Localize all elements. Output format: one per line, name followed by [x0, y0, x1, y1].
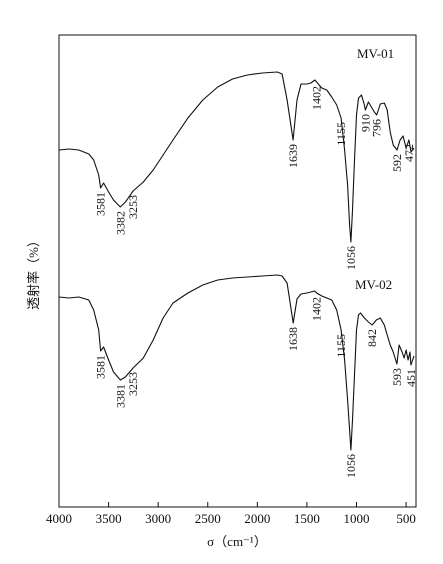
y-axis-label: 透射率（%） [26, 234, 41, 310]
x-axis-label: σ（cm⁻¹） [207, 534, 267, 549]
x-tick-label: 3500 [96, 511, 122, 526]
x-axis-tick-labels: 4000 3500 3000 2500 2000 1500 1000 500 [46, 511, 416, 526]
peak-label: 3581 [94, 355, 108, 379]
peak-label: 1402 [310, 86, 324, 110]
x-tick-label: 4000 [46, 511, 72, 526]
peak-label: 451 [404, 369, 418, 387]
peak-label: 1639 [286, 144, 300, 168]
x-axis-ticks [58, 502, 407, 507]
x-tick-label: 500 [396, 511, 416, 526]
spectrum-lines [58, 71, 415, 451]
spectrum-line-mv-02 [58, 274, 415, 451]
peak-label: 592 [390, 154, 404, 172]
peak-annotations: 3581338232531639140211551056910796592472… [94, 86, 418, 478]
x-tick-label: 1000 [344, 511, 370, 526]
x-tick-label: 1500 [294, 511, 320, 526]
series-label-mv-01: MV-01 [357, 46, 394, 61]
peak-label: 593 [390, 368, 404, 386]
peak-label: 1056 [344, 246, 358, 270]
spectrum-line-mv-01 [58, 71, 415, 243]
series-label-mv-02: MV-02 [355, 277, 392, 292]
peak-label: 3253 [126, 372, 140, 396]
peak-label: 842 [365, 329, 379, 347]
x-tick-label: 2000 [244, 511, 270, 526]
peak-label: 1402 [310, 297, 324, 321]
peak-label: 1638 [286, 327, 300, 351]
peak-label: 1155 [334, 122, 348, 146]
x-tick-label: 2500 [195, 511, 221, 526]
series-labels: MV-01 MV-02 [355, 46, 394, 292]
plot-frame [58, 34, 417, 508]
peak-label: 3581 [94, 192, 108, 216]
peak-label: 796 [370, 119, 384, 137]
peak-label: 1056 [344, 454, 358, 478]
peak-label: 472 [402, 144, 416, 162]
peak-label: 1155 [334, 334, 348, 358]
peak-label: 3253 [126, 195, 140, 219]
peak-label: 910 [358, 114, 372, 132]
peak-label: 3382 [113, 211, 127, 235]
peak-label: 3381 [113, 384, 127, 408]
x-tick-label: 3000 [145, 511, 171, 526]
